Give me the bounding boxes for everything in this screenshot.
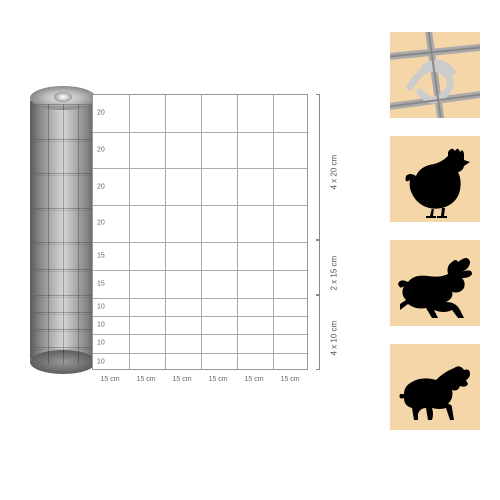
roll-mesh-overlay <box>33 104 93 364</box>
fence-diagram: 20202020151510101010 15 cm15 cm15 cm15 c… <box>30 80 350 450</box>
row-height-label: 15 <box>97 252 105 259</box>
section-bracket <box>316 240 320 295</box>
column-width-label: 15 cm <box>236 376 272 390</box>
grid-row-line <box>93 132 307 133</box>
row-height-label: 10 <box>97 340 105 347</box>
column-width-label: 15 cm <box>272 376 308 390</box>
row-height-label: 15 <box>97 280 105 287</box>
grid-col-line <box>273 95 274 369</box>
mesh-grid: 20 20 20 20 15 15 10 10 10 10 <box>92 94 308 370</box>
icon-column <box>390 32 480 430</box>
column-width-label: 15 cm <box>200 376 236 390</box>
column-width-label: 15 cm <box>92 376 128 390</box>
row-height-label: 10 <box>97 322 105 329</box>
grid-col-line <box>201 95 202 369</box>
grid-row-line <box>93 316 307 317</box>
section-label: 4 x 10 cm <box>330 321 339 356</box>
product-diagram-container: 20202020151510101010 15 cm15 cm15 cm15 c… <box>0 0 500 500</box>
grid-row-line <box>93 270 307 271</box>
row-height-label: 20 <box>97 147 105 154</box>
grid-row-line <box>93 168 307 169</box>
section-label: 2 x 15 cm <box>330 256 339 291</box>
grid-row-line <box>93 242 307 243</box>
grid-row-line <box>93 205 307 206</box>
grid-row-line <box>93 353 307 354</box>
roll-hole <box>54 92 72 102</box>
knot-icon <box>390 32 480 118</box>
wire-roll <box>30 86 96 374</box>
section-bracket <box>316 295 320 370</box>
column-width-label: 15 cm <box>164 376 200 390</box>
lamb-icon <box>390 344 480 430</box>
row-height-label: 10 <box>97 358 105 365</box>
row-height-label: 20 <box>97 220 105 227</box>
grid-col-line <box>237 95 238 369</box>
column-width-labels: 15 cm15 cm15 cm15 cm15 cm15 cm <box>92 376 308 390</box>
section-bracket <box>316 94 320 240</box>
grid-col-line <box>165 95 166 369</box>
grid-col-line <box>129 95 130 369</box>
row-height-label: 10 <box>97 303 105 310</box>
row-height-label: 20 <box>97 183 105 190</box>
grid-row-line <box>93 334 307 335</box>
chicken-icon <box>390 136 480 222</box>
section-label: 4 x 20 cm <box>330 155 339 190</box>
grid-row-line <box>93 298 307 299</box>
section-height-labels: 4 x 20 cm 2 x 15 cm 4 x 10 cm <box>316 94 340 370</box>
rabbit-icon <box>390 240 480 326</box>
row-height-label: 20 <box>97 110 105 117</box>
column-width-label: 15 cm <box>128 376 164 390</box>
